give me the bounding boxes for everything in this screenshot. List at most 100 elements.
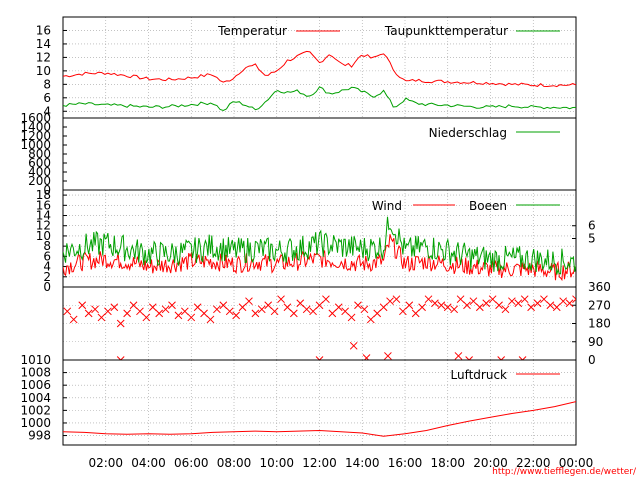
x-tick-label: 14:00 xyxy=(345,456,380,470)
data-point xyxy=(354,301,362,310)
data-point xyxy=(187,313,196,322)
y-tick-label-right: 0 xyxy=(588,353,596,367)
data-point xyxy=(405,301,414,310)
data-point xyxy=(296,299,305,308)
y-tick-label: 1000 xyxy=(20,416,51,430)
data-point xyxy=(238,303,247,312)
y-tick-label-right: 6 xyxy=(588,219,596,233)
data-point xyxy=(193,303,202,312)
data-point xyxy=(84,309,93,318)
data-point xyxy=(168,301,176,310)
data-point xyxy=(213,305,221,314)
legend-label: Temperatur xyxy=(217,24,287,38)
data-point xyxy=(565,299,574,308)
data-point xyxy=(116,356,125,360)
data-point xyxy=(495,301,503,310)
data-point xyxy=(219,301,228,310)
y-tick-label: 1010 xyxy=(20,353,51,367)
y-tick-label: 6 xyxy=(43,91,51,105)
y-tick-label: 1400 xyxy=(20,120,51,134)
data-point xyxy=(443,303,452,312)
y-tick-label: 1008 xyxy=(20,366,51,380)
data-point xyxy=(450,305,459,314)
data-point xyxy=(322,295,330,304)
data-point xyxy=(302,305,311,314)
data-point xyxy=(366,315,375,324)
y-tick-label: 200 xyxy=(28,174,51,188)
panel-frame xyxy=(62,359,577,446)
series-line-boeen xyxy=(63,216,576,275)
y-tick-label: 8 xyxy=(43,77,51,91)
series-line-wind xyxy=(63,234,576,282)
y-tick-label: 1600 xyxy=(20,111,51,125)
y-tick-label-right: 270 xyxy=(588,298,611,312)
legend-label: Wind xyxy=(372,199,402,213)
data-point xyxy=(161,305,170,314)
data-point xyxy=(270,307,279,316)
y-tick-label: 14 xyxy=(36,209,51,223)
data-point xyxy=(142,313,151,322)
data-point xyxy=(552,303,561,312)
y-tick-label: 800 xyxy=(28,147,51,161)
data-point xyxy=(116,319,125,328)
y-tick-label: 14 xyxy=(36,37,51,51)
data-point xyxy=(334,303,343,312)
data-point xyxy=(349,341,358,350)
y-tick-label: 10 xyxy=(36,64,51,78)
y-tick-label-right: 180 xyxy=(588,317,611,331)
credit-link[interactable]: http://www.tiefflegen.de/wetter/ xyxy=(492,467,637,477)
data-point xyxy=(384,352,392,360)
y-tick-label: 18 xyxy=(36,188,51,202)
data-point xyxy=(424,295,433,304)
data-point xyxy=(431,299,439,308)
data-point xyxy=(514,299,523,308)
panel-4: 0 90 180 270 360 xyxy=(62,280,611,367)
data-point xyxy=(283,303,292,312)
data-point xyxy=(488,295,497,304)
y-tick-label: 4 xyxy=(43,260,51,274)
y-tick-label: 1004 xyxy=(20,391,51,405)
y-tick-label: 0 xyxy=(43,280,51,294)
legend-label: Luftdruck xyxy=(450,368,507,382)
data-point xyxy=(437,301,446,310)
x-tick-label: 22:00 xyxy=(516,456,551,470)
data-point xyxy=(328,309,337,318)
y-tick-label: 1000 xyxy=(20,138,51,152)
data-point xyxy=(136,307,144,316)
data-point xyxy=(257,305,266,314)
data-point xyxy=(508,297,516,306)
data-point xyxy=(91,305,99,314)
x-tick-label: 12:00 xyxy=(302,456,337,470)
y-tick-label: 6 xyxy=(43,249,51,263)
y-tick-label: 0 xyxy=(43,183,51,197)
x-tick-label: 08:00 xyxy=(217,456,252,470)
data-point xyxy=(392,295,401,304)
data-point xyxy=(386,297,394,306)
y-tick-label: 12 xyxy=(36,50,51,64)
data-point xyxy=(572,295,576,304)
data-point xyxy=(465,356,473,360)
x-tick-label: 04:00 xyxy=(131,456,166,470)
y-tick-label-right: 5 xyxy=(588,232,596,246)
data-point xyxy=(463,301,471,310)
data-point xyxy=(501,305,510,314)
data-point xyxy=(110,303,119,312)
data-point xyxy=(533,299,542,308)
x-tick-label: 10:00 xyxy=(259,456,294,470)
data-point xyxy=(78,301,87,310)
data-point xyxy=(97,313,106,322)
series-line-luftdruck xyxy=(63,401,576,437)
data-point xyxy=(180,307,189,316)
data-point xyxy=(174,311,183,320)
data-point xyxy=(206,315,215,324)
data-point xyxy=(309,307,317,316)
data-point xyxy=(540,295,548,304)
data-point xyxy=(232,311,240,320)
data-point xyxy=(347,313,356,322)
